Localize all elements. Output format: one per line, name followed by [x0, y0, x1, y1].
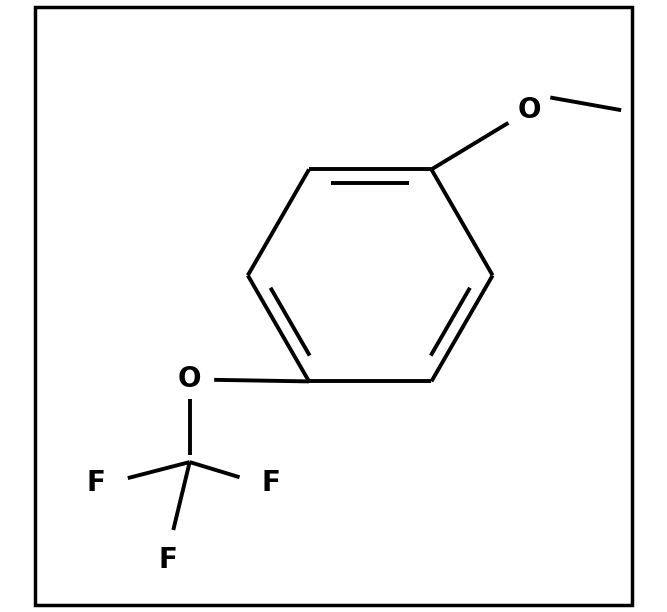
- Text: O: O: [518, 96, 541, 124]
- Text: O: O: [178, 365, 201, 394]
- Text: F: F: [159, 546, 177, 574]
- FancyBboxPatch shape: [35, 7, 632, 605]
- Text: F: F: [261, 469, 281, 498]
- Text: F: F: [87, 469, 105, 498]
